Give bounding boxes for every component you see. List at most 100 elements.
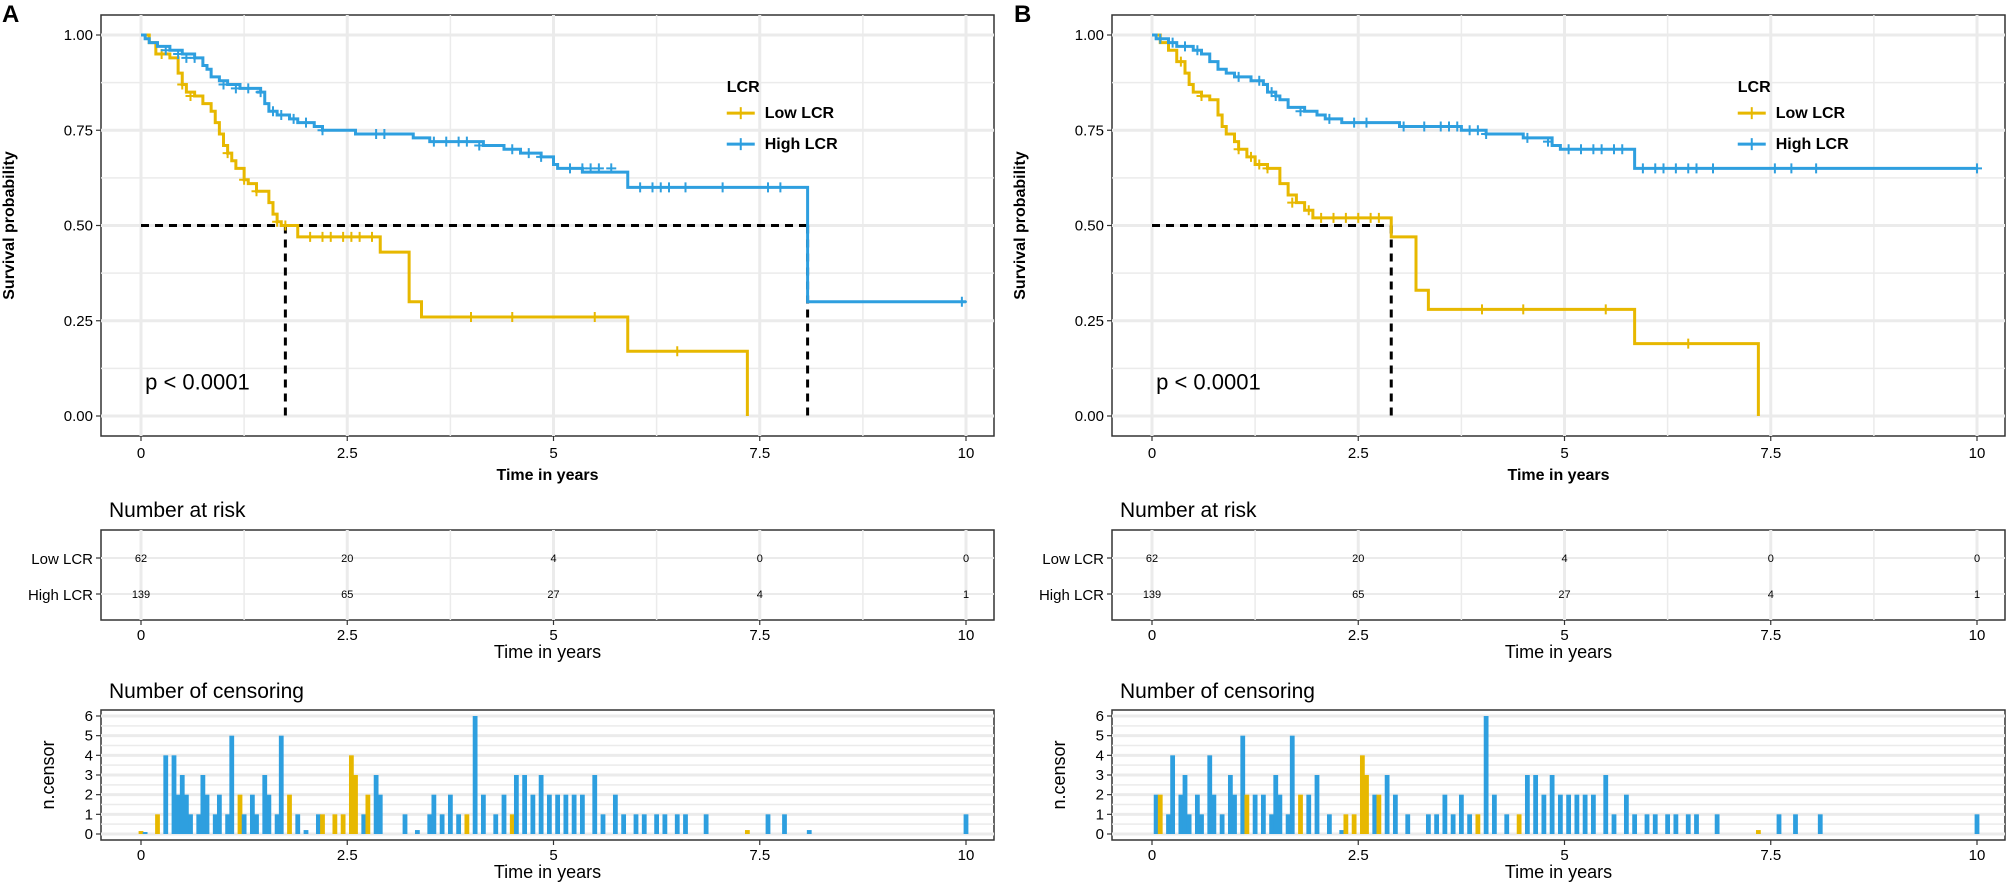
censor-mark: [160, 45, 171, 56]
censor-bar: [1211, 794, 1217, 834]
risk-value: 62: [1146, 553, 1158, 565]
censor-mark: [1303, 205, 1314, 216]
censor-x-axis-title: Time in years: [1505, 862, 1612, 882]
censor-mark: [1270, 90, 1281, 101]
censor-bar: [480, 794, 486, 834]
censor-bar: [464, 814, 470, 834]
censor-bar: [229, 735, 235, 834]
censor-bar: [348, 755, 354, 834]
censor-bar: [373, 775, 379, 834]
x-tick-label: 2.5: [1348, 445, 1369, 462]
censor-bar: [1326, 814, 1332, 834]
censor-mark: [1353, 212, 1364, 223]
censor-mark: [680, 182, 691, 193]
censor-bar: [1541, 794, 1547, 834]
censor-x-tick-label: 5: [549, 847, 557, 864]
risk-x-tick-label: 2.5: [337, 627, 358, 644]
censor-mark: [635, 182, 646, 193]
censor-mark: [1340, 212, 1351, 223]
censor-bar: [1314, 775, 1320, 834]
censor-bar: [641, 814, 647, 834]
y-tick-label: 0.25: [1075, 313, 1104, 330]
censor-bar: [1339, 830, 1345, 834]
censor-bar: [1755, 830, 1761, 834]
censor-bar: [1194, 794, 1200, 834]
censor-mark: [1167, 37, 1178, 48]
censor-bar: [204, 794, 210, 834]
censor-bar: [674, 814, 680, 834]
censor-bar: [188, 814, 193, 834]
censor-bar: [806, 830, 812, 834]
censor-y-tick-label: 3: [85, 767, 93, 784]
censor-x-tick-label: 0: [137, 847, 145, 864]
censor-bar: [1186, 814, 1192, 834]
censor-mark: [230, 83, 241, 94]
censor-mark: [1972, 163, 1982, 174]
censor-mark: [1262, 163, 1273, 174]
censor-y-tick-label: 5: [1096, 728, 1104, 745]
censor-bar: [1504, 814, 1510, 834]
censor-mark: [1472, 125, 1483, 136]
censor-mark: [243, 83, 254, 94]
censor-bar: [303, 830, 309, 834]
censor-bar: [571, 794, 577, 834]
censor-mark: [305, 231, 316, 242]
risk-table-frame: [100, 529, 995, 621]
censor-bar: [782, 814, 787, 834]
censor-mark: [466, 311, 476, 322]
censor-mark: [523, 148, 534, 159]
censor-bar: [365, 794, 371, 834]
censor-bar: [1364, 775, 1369, 834]
censor-mark: [1658, 163, 1669, 174]
censor-bar: [175, 794, 181, 834]
y-tick-label: 0.25: [64, 313, 93, 330]
censor-mark: [1287, 197, 1298, 208]
censor-mark: [1175, 56, 1186, 67]
censor-y-tick-label: 5: [85, 728, 93, 745]
censor-bar: [249, 794, 255, 834]
censor-mark: [354, 231, 365, 242]
censor-bar: [1566, 794, 1572, 834]
censor-bar: [163, 755, 169, 834]
legend-entry: High LCR: [765, 136, 838, 153]
censor-mark: [1254, 159, 1265, 170]
median-lines: [1152, 224, 1393, 416]
censor-bar: [447, 794, 453, 834]
risk-value: 20: [1352, 553, 1364, 565]
censor-bar: [1289, 735, 1295, 834]
legend-title: LCR: [727, 79, 760, 96]
censor-bar: [1170, 755, 1176, 834]
x-axis-title: Time in years: [497, 467, 599, 484]
censor-bar: [1574, 794, 1580, 834]
censor-bar: [200, 775, 206, 834]
x-tick-label: 5: [549, 445, 557, 462]
censor-mark: [593, 163, 604, 174]
legend-entry: Low LCR: [1776, 105, 1846, 122]
censor-mark: [1769, 163, 1780, 174]
censor-bar: [274, 814, 280, 834]
censor-mark: [763, 182, 773, 193]
censor-bar: [353, 775, 358, 834]
censor-bar: [332, 814, 338, 834]
censor-bar: [1298, 794, 1303, 834]
censor-mark: [956, 296, 967, 307]
censor-bar: [621, 814, 627, 834]
censor-bar: [431, 794, 437, 834]
censor-mark: [1518, 304, 1529, 315]
censor-mark: [589, 311, 600, 322]
censor-bar: [1974, 814, 1980, 834]
censor-bar: [1392, 794, 1398, 834]
censor-mark: [1246, 151, 1256, 162]
x-tick-label: 10: [958, 445, 975, 462]
censor-bar: [340, 814, 346, 834]
censor-mark: [1691, 163, 1702, 174]
risk-value: 1: [963, 589, 969, 601]
risk-x-tick-label: 2.5: [1348, 627, 1369, 644]
censor-mark: [1522, 132, 1533, 143]
censor-mark: [1155, 33, 1166, 44]
survival-gridlines: [1112, 15, 2005, 436]
censor-bar: [472, 716, 478, 834]
censor-bar: [579, 794, 585, 834]
censor-bar: [1166, 814, 1171, 834]
censor-bar: [555, 794, 561, 834]
